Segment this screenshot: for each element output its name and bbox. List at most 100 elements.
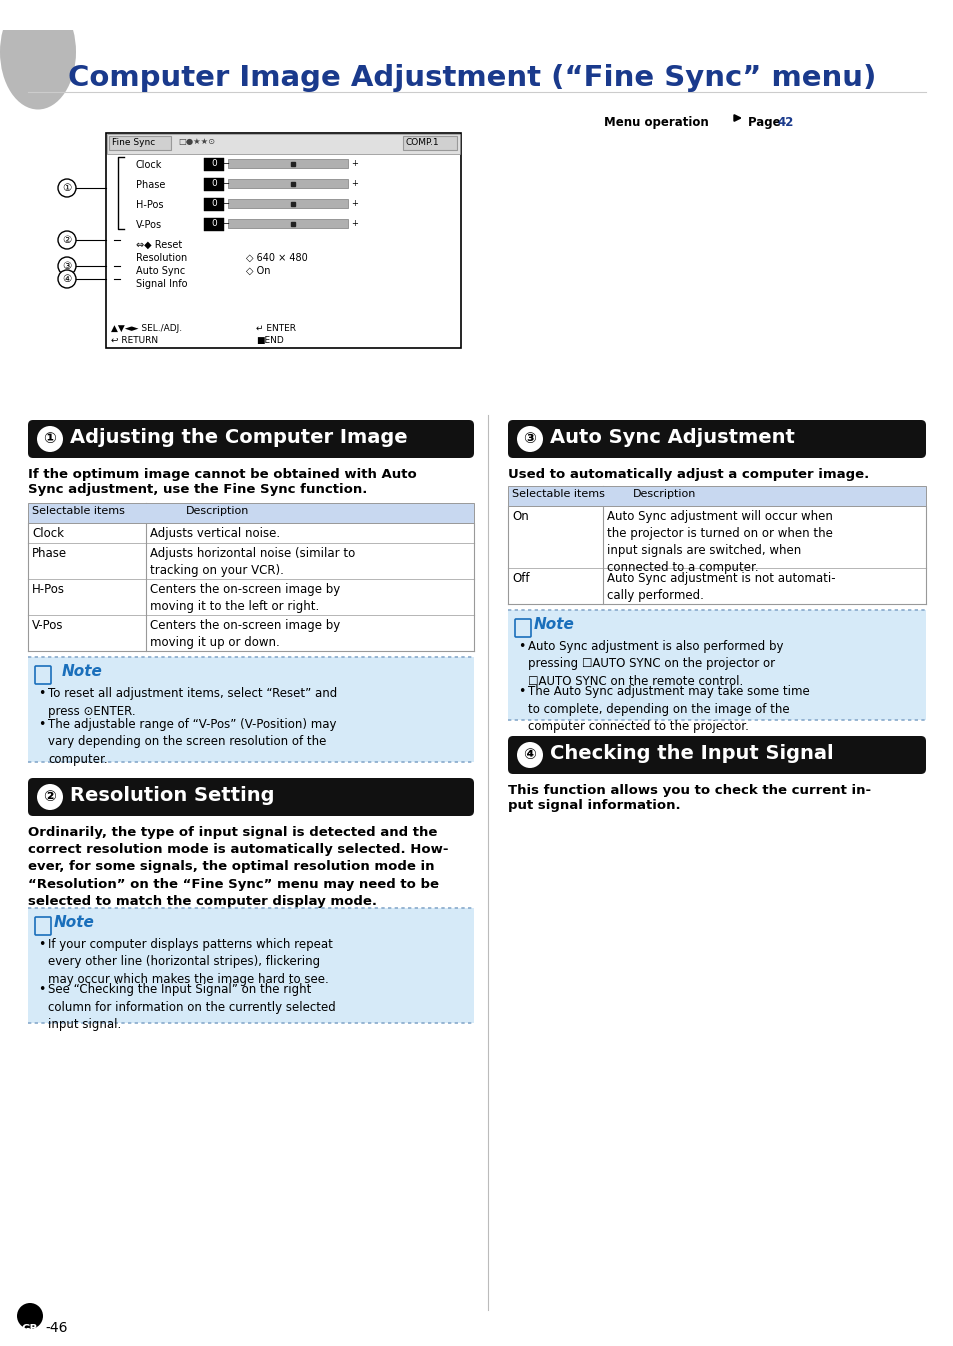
FancyBboxPatch shape (507, 420, 925, 458)
Text: Auto Sync adjustment will occur when
the projector is turned on or when the
inpu: Auto Sync adjustment will occur when the… (606, 510, 832, 573)
Text: Centers the on-screen image by
moving it to the left or right.: Centers the on-screen image by moving it… (150, 583, 340, 612)
Text: ③: ③ (62, 261, 71, 271)
Text: H-Pos: H-Pos (136, 201, 163, 210)
Text: The adjustable range of “V-Pos” (V-Position) may
vary depending on the screen re: The adjustable range of “V-Pos” (V-Posit… (48, 717, 336, 766)
Text: ⇔◆ Reset: ⇔◆ Reset (136, 240, 182, 250)
Text: Phase: Phase (136, 180, 165, 190)
Text: Auto Sync Adjustment: Auto Sync Adjustment (550, 428, 794, 447)
FancyBboxPatch shape (109, 136, 171, 149)
Text: The Auto Sync adjustment may take some time
to complete, depending on the image : The Auto Sync adjustment may take some t… (527, 685, 809, 734)
Text: •: • (38, 717, 46, 731)
Text: On: On (512, 510, 528, 524)
Text: −: − (222, 159, 229, 168)
Text: COMP.1: COMP.1 (406, 139, 439, 147)
Circle shape (17, 1303, 43, 1329)
Circle shape (58, 257, 76, 275)
FancyBboxPatch shape (228, 179, 348, 188)
FancyBboxPatch shape (507, 736, 925, 774)
Text: Resolution: Resolution (136, 253, 187, 262)
Circle shape (58, 271, 76, 288)
Text: −: − (222, 179, 229, 188)
FancyBboxPatch shape (107, 135, 459, 153)
Text: Note: Note (54, 915, 94, 930)
Text: −: − (222, 219, 229, 227)
Text: +: + (351, 159, 357, 168)
Text: Used to automatically adjust a computer image.: Used to automatically adjust a computer … (507, 468, 868, 481)
Text: Selectable items: Selectable items (32, 506, 125, 516)
Ellipse shape (0, 0, 76, 109)
Text: Phase: Phase (32, 546, 67, 560)
Text: If the optimum image cannot be obtained with Auto: If the optimum image cannot be obtained … (28, 468, 416, 481)
Text: Clock: Clock (136, 160, 162, 170)
Text: ▲▼◄► SEL./ADJ.: ▲▼◄► SEL./ADJ. (111, 324, 182, 332)
Text: ②: ② (44, 789, 56, 804)
Text: •: • (38, 983, 46, 996)
Text: Resolution Setting: Resolution Setting (70, 786, 274, 805)
FancyBboxPatch shape (204, 157, 224, 171)
FancyBboxPatch shape (28, 420, 474, 458)
Circle shape (58, 179, 76, 197)
Text: put signal information.: put signal information. (507, 800, 679, 812)
Text: ◇ On: ◇ On (246, 267, 271, 276)
Text: ■END: ■END (255, 336, 283, 345)
Text: To reset all adjustment items, select “Reset” and
press ⊙ENTER.: To reset all adjustment items, select “R… (48, 686, 337, 717)
Text: ①: ① (62, 183, 71, 192)
FancyBboxPatch shape (28, 503, 474, 524)
Text: Note: Note (534, 616, 575, 633)
Text: -46: -46 (45, 1320, 68, 1335)
Circle shape (37, 425, 63, 452)
Text: −: − (222, 199, 229, 209)
Text: Ordinarily, the type of input signal is detected and the
correct resolution mode: Ordinarily, the type of input signal is … (28, 826, 448, 907)
FancyBboxPatch shape (228, 159, 348, 168)
Text: 0: 0 (211, 219, 216, 227)
FancyBboxPatch shape (28, 909, 474, 1023)
Text: Sync adjustment, use the Fine Sync function.: Sync adjustment, use the Fine Sync funct… (28, 483, 367, 495)
Text: Adjusts vertical noise.: Adjusts vertical noise. (150, 528, 280, 540)
Text: ②: ② (62, 236, 71, 245)
Text: Page: Page (747, 116, 784, 129)
Text: Auto Sync adjustment is not automati-
cally performed.: Auto Sync adjustment is not automati- ca… (606, 572, 835, 602)
Text: This function allows you to check the current in-: This function allows you to check the cu… (507, 783, 870, 797)
FancyBboxPatch shape (402, 136, 456, 149)
Text: V-Pos: V-Pos (32, 619, 64, 633)
FancyBboxPatch shape (228, 219, 348, 227)
Text: Auto Sync: Auto Sync (136, 267, 185, 276)
FancyBboxPatch shape (204, 178, 224, 191)
Text: See “Checking the Input Signal” on the right
column for information on the curre: See “Checking the Input Signal” on the r… (48, 983, 335, 1031)
Circle shape (517, 425, 542, 452)
Text: Adjusting the Computer Image: Adjusting the Computer Image (70, 428, 407, 447)
Text: ④: ④ (62, 275, 71, 284)
FancyBboxPatch shape (507, 486, 925, 506)
Text: ◇ 640 × 480: ◇ 640 × 480 (246, 253, 308, 262)
Text: Auto Sync adjustment is also performed by
pressing ☐AUTO SYNC on the projector o: Auto Sync adjustment is also performed b… (527, 639, 782, 688)
FancyBboxPatch shape (228, 199, 348, 209)
FancyBboxPatch shape (28, 657, 474, 762)
Text: +: + (351, 219, 357, 227)
Text: Fine Sync: Fine Sync (112, 139, 155, 147)
Text: ③: ③ (523, 431, 536, 446)
Text: Description: Description (186, 506, 249, 516)
FancyBboxPatch shape (28, 778, 474, 816)
Text: +: + (351, 199, 357, 209)
Text: +: + (351, 179, 357, 188)
Text: Checking the Input Signal: Checking the Input Signal (550, 744, 833, 763)
Text: ①: ① (44, 431, 56, 446)
FancyBboxPatch shape (204, 198, 224, 211)
Circle shape (58, 232, 76, 249)
Text: Signal Info: Signal Info (136, 279, 188, 289)
Text: •: • (517, 685, 525, 699)
Text: Note: Note (62, 664, 103, 678)
Text: •: • (38, 938, 46, 952)
Text: Clock: Clock (32, 528, 64, 540)
Text: Computer Image Adjustment (“Fine Sync” menu): Computer Image Adjustment (“Fine Sync” m… (68, 65, 876, 92)
FancyBboxPatch shape (507, 610, 925, 720)
Text: •: • (517, 639, 525, 653)
Text: □●★★⊙: □●★★⊙ (178, 137, 214, 145)
Text: •: • (38, 686, 46, 700)
Text: 0: 0 (211, 179, 216, 188)
Text: 0: 0 (211, 159, 216, 168)
Text: H-Pos: H-Pos (32, 583, 65, 596)
Text: Centers the on-screen image by
moving it up or down.: Centers the on-screen image by moving it… (150, 619, 340, 649)
Text: Description: Description (633, 489, 696, 499)
Text: ↵ ENTER: ↵ ENTER (255, 324, 295, 332)
